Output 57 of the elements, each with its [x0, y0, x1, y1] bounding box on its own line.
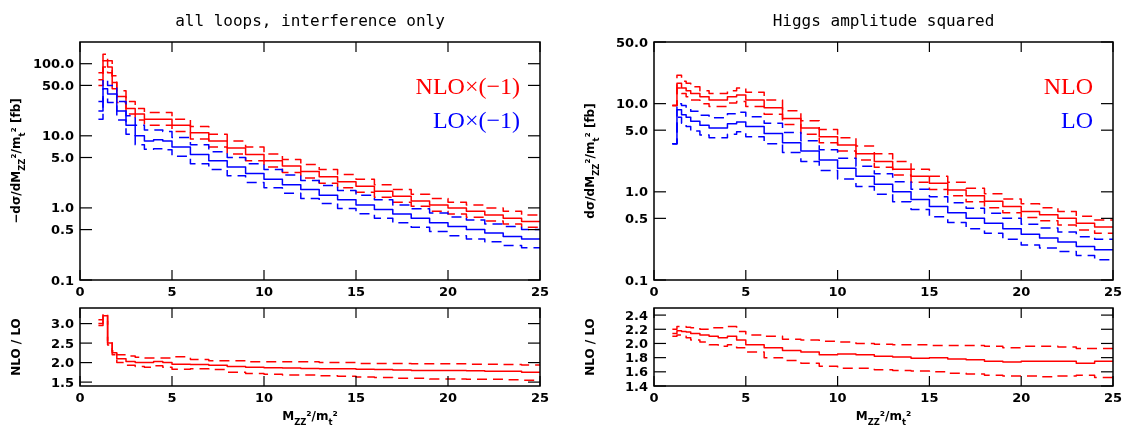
x-tick-label: 0 — [75, 390, 85, 405]
x-tick-label: 10 — [828, 284, 847, 299]
y-tick-label: 100.0 — [32, 56, 74, 72]
text: LO×(−1) — [432, 107, 520, 133]
y-tick-label: 10.0 — [615, 96, 648, 112]
x-tick-label: 20 — [1012, 390, 1031, 405]
y-tick-label: 10.0 — [41, 128, 74, 144]
x-axis-title: M$_{ZZ}$²/m$_{t}$² — [855, 409, 912, 427]
y-tick-label: 1.0 — [50, 200, 74, 216]
x-tick-label: 5 — [167, 390, 177, 405]
x-tick-label: 25 — [1103, 390, 1123, 405]
x-tick-label: 5 — [741, 390, 751, 405]
chart-title: all loops, interference only — [175, 11, 446, 30]
y-tick-label: 1.8 — [624, 350, 648, 366]
x-tick-label: 25 — [530, 390, 550, 405]
x-axis-title: M$_{ZZ}$²/m$_{t}$² — [282, 409, 338, 427]
y-tick-label: 50.0 — [41, 77, 74, 93]
x-tick-label: 15 — [920, 390, 939, 405]
x-tick-label: 20 — [438, 390, 458, 405]
y-axis-title: NLO / LO — [9, 318, 23, 376]
x-tick-label: 15 — [346, 284, 366, 299]
y-tick-label: 1.5 — [50, 374, 74, 390]
y-tick-label: 0.1 — [50, 272, 74, 288]
x-tick-label: 5 — [741, 284, 751, 299]
x-tick-label: 0 — [75, 284, 85, 299]
chart-title: Higgs amplitude squared — [772, 11, 995, 30]
x-tick-label: 20 — [1012, 284, 1031, 299]
x-tick-label: 25 — [530, 284, 550, 299]
x-tick-label: 10 — [828, 390, 847, 405]
x-tick-label: 10 — [254, 284, 274, 299]
x-tick-label: 25 — [1103, 284, 1123, 299]
y-tick-label: 0.5 — [50, 222, 74, 238]
y-tick-label: 5.0 — [50, 150, 74, 166]
x-tick-label: 15 — [920, 284, 939, 299]
y-tick-label: 2.2 — [624, 321, 648, 337]
x-tick-label: 0 — [649, 284, 659, 299]
x-tick-label: 15 — [346, 390, 366, 405]
y-tick-label: 2.0 — [624, 335, 648, 351]
y-tick-label: 1.6 — [624, 364, 648, 380]
text: LO — [1061, 107, 1093, 133]
y-tick-label: 0.1 — [624, 272, 648, 288]
y-tick-label: 1.4 — [624, 378, 648, 394]
y-tick-label: 3.0 — [50, 316, 74, 332]
y-tick-label: 1.0 — [624, 184, 648, 200]
y-tick-label: 50.0 — [615, 34, 648, 50]
y-tick-label: 5.0 — [624, 122, 648, 138]
y-tick-label: 2.0 — [50, 355, 74, 371]
x-tick-label: 20 — [438, 284, 458, 299]
text: NLO×(−1) — [415, 73, 520, 99]
x-tick-label: 5 — [167, 284, 177, 299]
y-tick-label: 2.4 — [624, 307, 648, 323]
x-tick-label: 0 — [649, 390, 659, 405]
y-tick-label: 0.5 — [624, 210, 648, 226]
y-axis-title: NLO / LO — [583, 318, 597, 376]
text: NLO — [1043, 73, 1093, 99]
y-tick-label: 2.5 — [50, 335, 74, 351]
x-tick-label: 10 — [254, 390, 274, 405]
